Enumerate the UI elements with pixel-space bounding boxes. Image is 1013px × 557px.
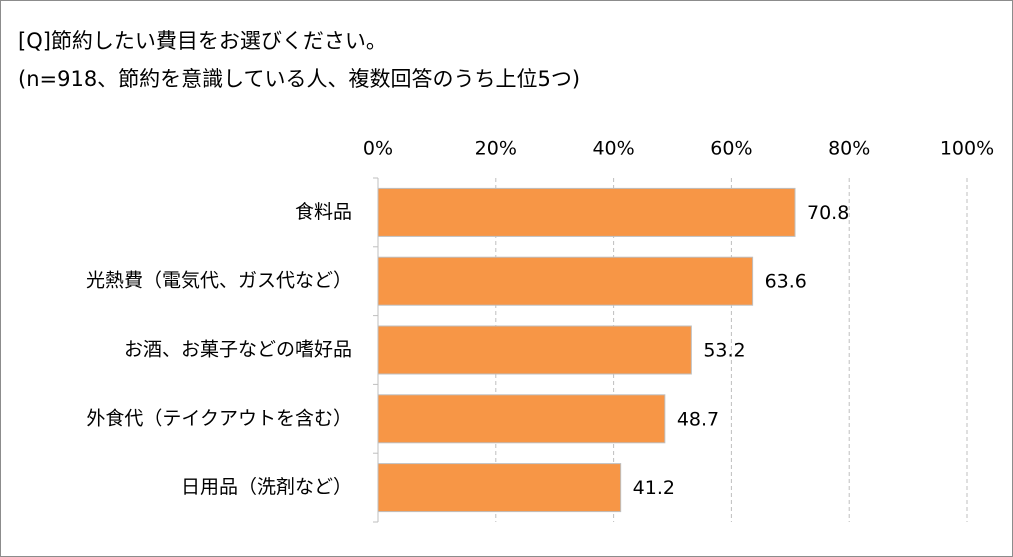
x-tick-label: 20% bbox=[475, 138, 517, 160]
bar bbox=[377, 256, 754, 306]
x-tick-label: 0% bbox=[363, 138, 393, 160]
bar bbox=[377, 394, 666, 444]
value-label: 70.8 bbox=[807, 202, 849, 224]
chart-subtitle: (n=918、節約を意識している人、複数回答のうち上位5つ) bbox=[18, 67, 580, 91]
bar bbox=[377, 187, 796, 237]
value-label: 63.6 bbox=[765, 271, 807, 293]
y-tick-label: 食料品 bbox=[295, 201, 352, 223]
y-tick-label: お酒、お菓子などの嗜好品 bbox=[124, 339, 352, 361]
value-label: 53.2 bbox=[703, 340, 745, 362]
chart-title: [Q]節約したい費目をお選びください。 bbox=[18, 29, 387, 53]
y-tick-label: 外食代（テイクアウトを含む） bbox=[86, 407, 352, 429]
y-tick-label: 光熱費（電気代、ガス代など） bbox=[86, 270, 352, 292]
y-tick-label: 日用品（洗剤など） bbox=[181, 476, 352, 498]
x-tick-label: 60% bbox=[710, 138, 752, 160]
value-label: 48.7 bbox=[677, 408, 719, 430]
value-label: 41.2 bbox=[633, 477, 675, 499]
x-tick-label: 40% bbox=[592, 138, 634, 160]
bar bbox=[377, 325, 692, 375]
x-tick-label: 80% bbox=[828, 138, 870, 160]
x-tick-label: 100% bbox=[940, 138, 994, 160]
bar bbox=[377, 463, 622, 513]
